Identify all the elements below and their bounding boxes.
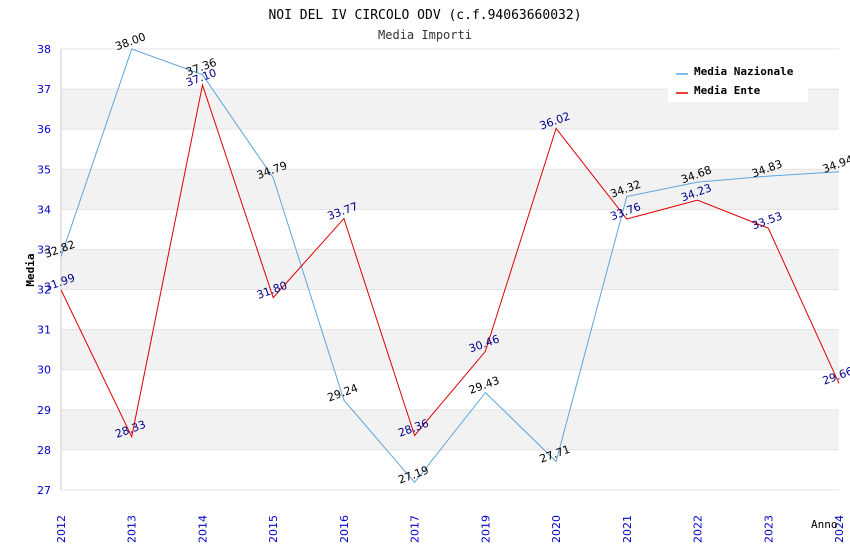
data-label: 29.43 [467, 374, 501, 397]
x-tick-label: 2022 [692, 515, 705, 543]
grid-band [61, 169, 839, 210]
legend-box [668, 60, 808, 102]
y-tick-label: 34 [37, 203, 51, 216]
x-tick-label: 2016 [338, 515, 351, 543]
series-line [60, 48, 840, 484]
series-line [60, 83, 840, 439]
data-label: 38.00 [114, 30, 148, 53]
y-tick-label: 37 [37, 83, 51, 96]
x-tick-labels: 2012 2013 2014 2015 2016 2017 2019 2020 2021 2022… [55, 515, 846, 543]
legend-label-media-ente: Media Ente [694, 84, 761, 97]
y-tick-label: 38 [37, 43, 51, 56]
chart-title: NOI DEL IV CIRCOLO ODV (c.f.94063660032) [268, 8, 581, 23]
x-tick-label: 2023 [762, 515, 775, 543]
x-axis-title: Anno [811, 518, 838, 531]
y-tick-labels: 27 28 29 30 31 32 33 34 35 36 37 38 [37, 43, 51, 497]
x-tick-label: 2019 [479, 515, 492, 543]
x-tick-label: 2024 [833, 515, 846, 543]
grid-band [61, 249, 839, 290]
y-tick-label: 35 [37, 163, 51, 176]
chart-subtitle: Media Importi [378, 28, 472, 42]
grid-band [61, 409, 839, 450]
y-tick-label: 31 [37, 324, 51, 337]
grid-bands [61, 89, 839, 450]
legend-label-media-nazionale: Media Nazionale [694, 65, 794, 78]
y-tick-label: 27 [37, 484, 51, 497]
y-axis-title: Media [24, 253, 37, 286]
x-tick-label: 2014 [196, 515, 209, 543]
y-tick-label: 36 [37, 123, 51, 136]
y-tick-label: 28 [37, 444, 51, 457]
x-tick-label: 2013 [126, 515, 139, 543]
x-tick-label: 2020 [550, 515, 563, 543]
x-tick-label: 2015 [267, 515, 280, 543]
data-label: 31.99 [43, 271, 77, 294]
y-tick-label: 32 [37, 284, 51, 297]
data-label: 33.53 [750, 209, 784, 232]
y-tick-label: 29 [37, 404, 51, 417]
x-tick-label: 2017 [409, 515, 422, 543]
data-label: 29.24 [326, 381, 360, 404]
x-tick-label: 2012 [55, 515, 68, 543]
x-tick-label: 2021 [621, 515, 634, 543]
legend: Media Nazionale Media Ente [668, 60, 808, 102]
y-tick-label: 33 [37, 243, 51, 256]
grid-band [61, 329, 839, 370]
series-lines [60, 48, 840, 484]
y-tick-label: 30 [37, 364, 51, 377]
